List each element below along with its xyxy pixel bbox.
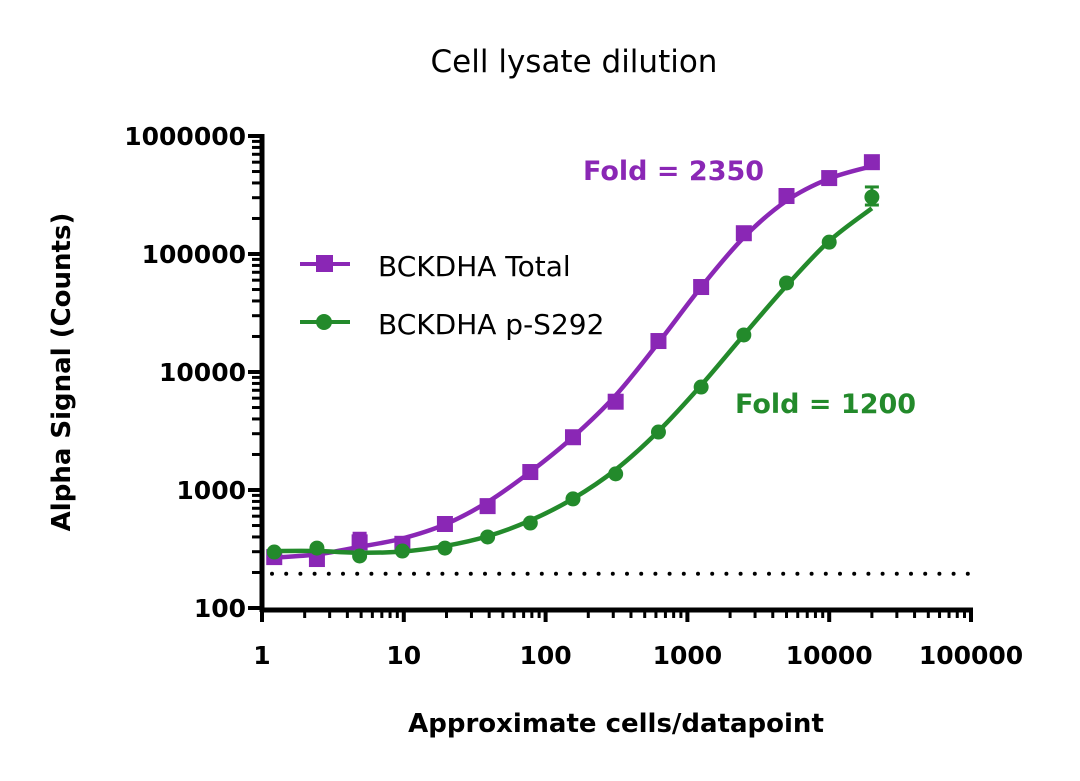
data-point-circle [736, 327, 752, 343]
x-tick-label: 100 [520, 641, 572, 670]
plot-area [266, 154, 973, 576]
data-point-circle [266, 544, 282, 560]
y-tick-label: 100000 [142, 240, 246, 269]
y-tick-label: 1000 [176, 476, 246, 505]
data-point-circle [480, 529, 496, 545]
data-point-circle [565, 491, 581, 507]
data-point-square [821, 170, 838, 187]
legend-marker-ps292 [316, 314, 332, 330]
legend-label-ps292: BCKDHA p-S292 [378, 308, 604, 341]
data-point-square [479, 498, 496, 515]
data-point-circle [650, 424, 666, 440]
data-point-circle [437, 540, 453, 556]
data-point-square [863, 154, 880, 171]
data-point-circle [864, 189, 880, 205]
data-point-square [607, 393, 624, 410]
data-point-circle [779, 275, 795, 291]
data-point-square [693, 279, 710, 296]
y-tick-label: 1000000 [124, 122, 246, 151]
x-tick-label: 1 [253, 641, 270, 670]
data-point-circle [693, 379, 709, 395]
y-axis-label: Alpha Signal (Counts) [47, 213, 77, 532]
data-point-square [650, 333, 667, 350]
x-tick-label: 10000 [786, 641, 873, 670]
y-tick-label: 100 [194, 594, 246, 623]
annotation-ps292: Fold = 1200 [735, 389, 916, 420]
data-point-circle [394, 543, 410, 559]
legend: BCKDHA Total BCKDHA p-S292 [300, 250, 604, 341]
x-axis-label: Approximate cells/datapoint [408, 709, 824, 739]
data-point-circle [821, 234, 837, 250]
x-tick-label: 10 [386, 641, 421, 670]
data-point-square [778, 188, 795, 205]
data-point-square [436, 516, 453, 533]
x-tick-label: 100000 [919, 641, 1023, 670]
axes: 1 10 100 1000 10000 100000 100 1000 10000 100000 1… [124, 122, 1023, 670]
data-point-circle [608, 466, 624, 482]
data-point-circle [522, 515, 538, 531]
legend-label-total: BCKDHA Total [378, 250, 571, 283]
data-point-circle [309, 540, 325, 556]
data-point-square [522, 464, 539, 481]
chart-title: Cell lysate dilution [431, 44, 718, 80]
data-point-square [308, 551, 325, 568]
data-point-square [564, 429, 581, 446]
annotation-total: Fold = 2350 [583, 156, 764, 187]
y-tick-label: 10000 [159, 358, 246, 387]
data-point-circle [352, 548, 368, 564]
legend-marker-total [316, 255, 333, 272]
data-point-square [351, 534, 368, 551]
data-point-square [735, 225, 752, 242]
x-tick-label: 1000 [653, 641, 723, 670]
